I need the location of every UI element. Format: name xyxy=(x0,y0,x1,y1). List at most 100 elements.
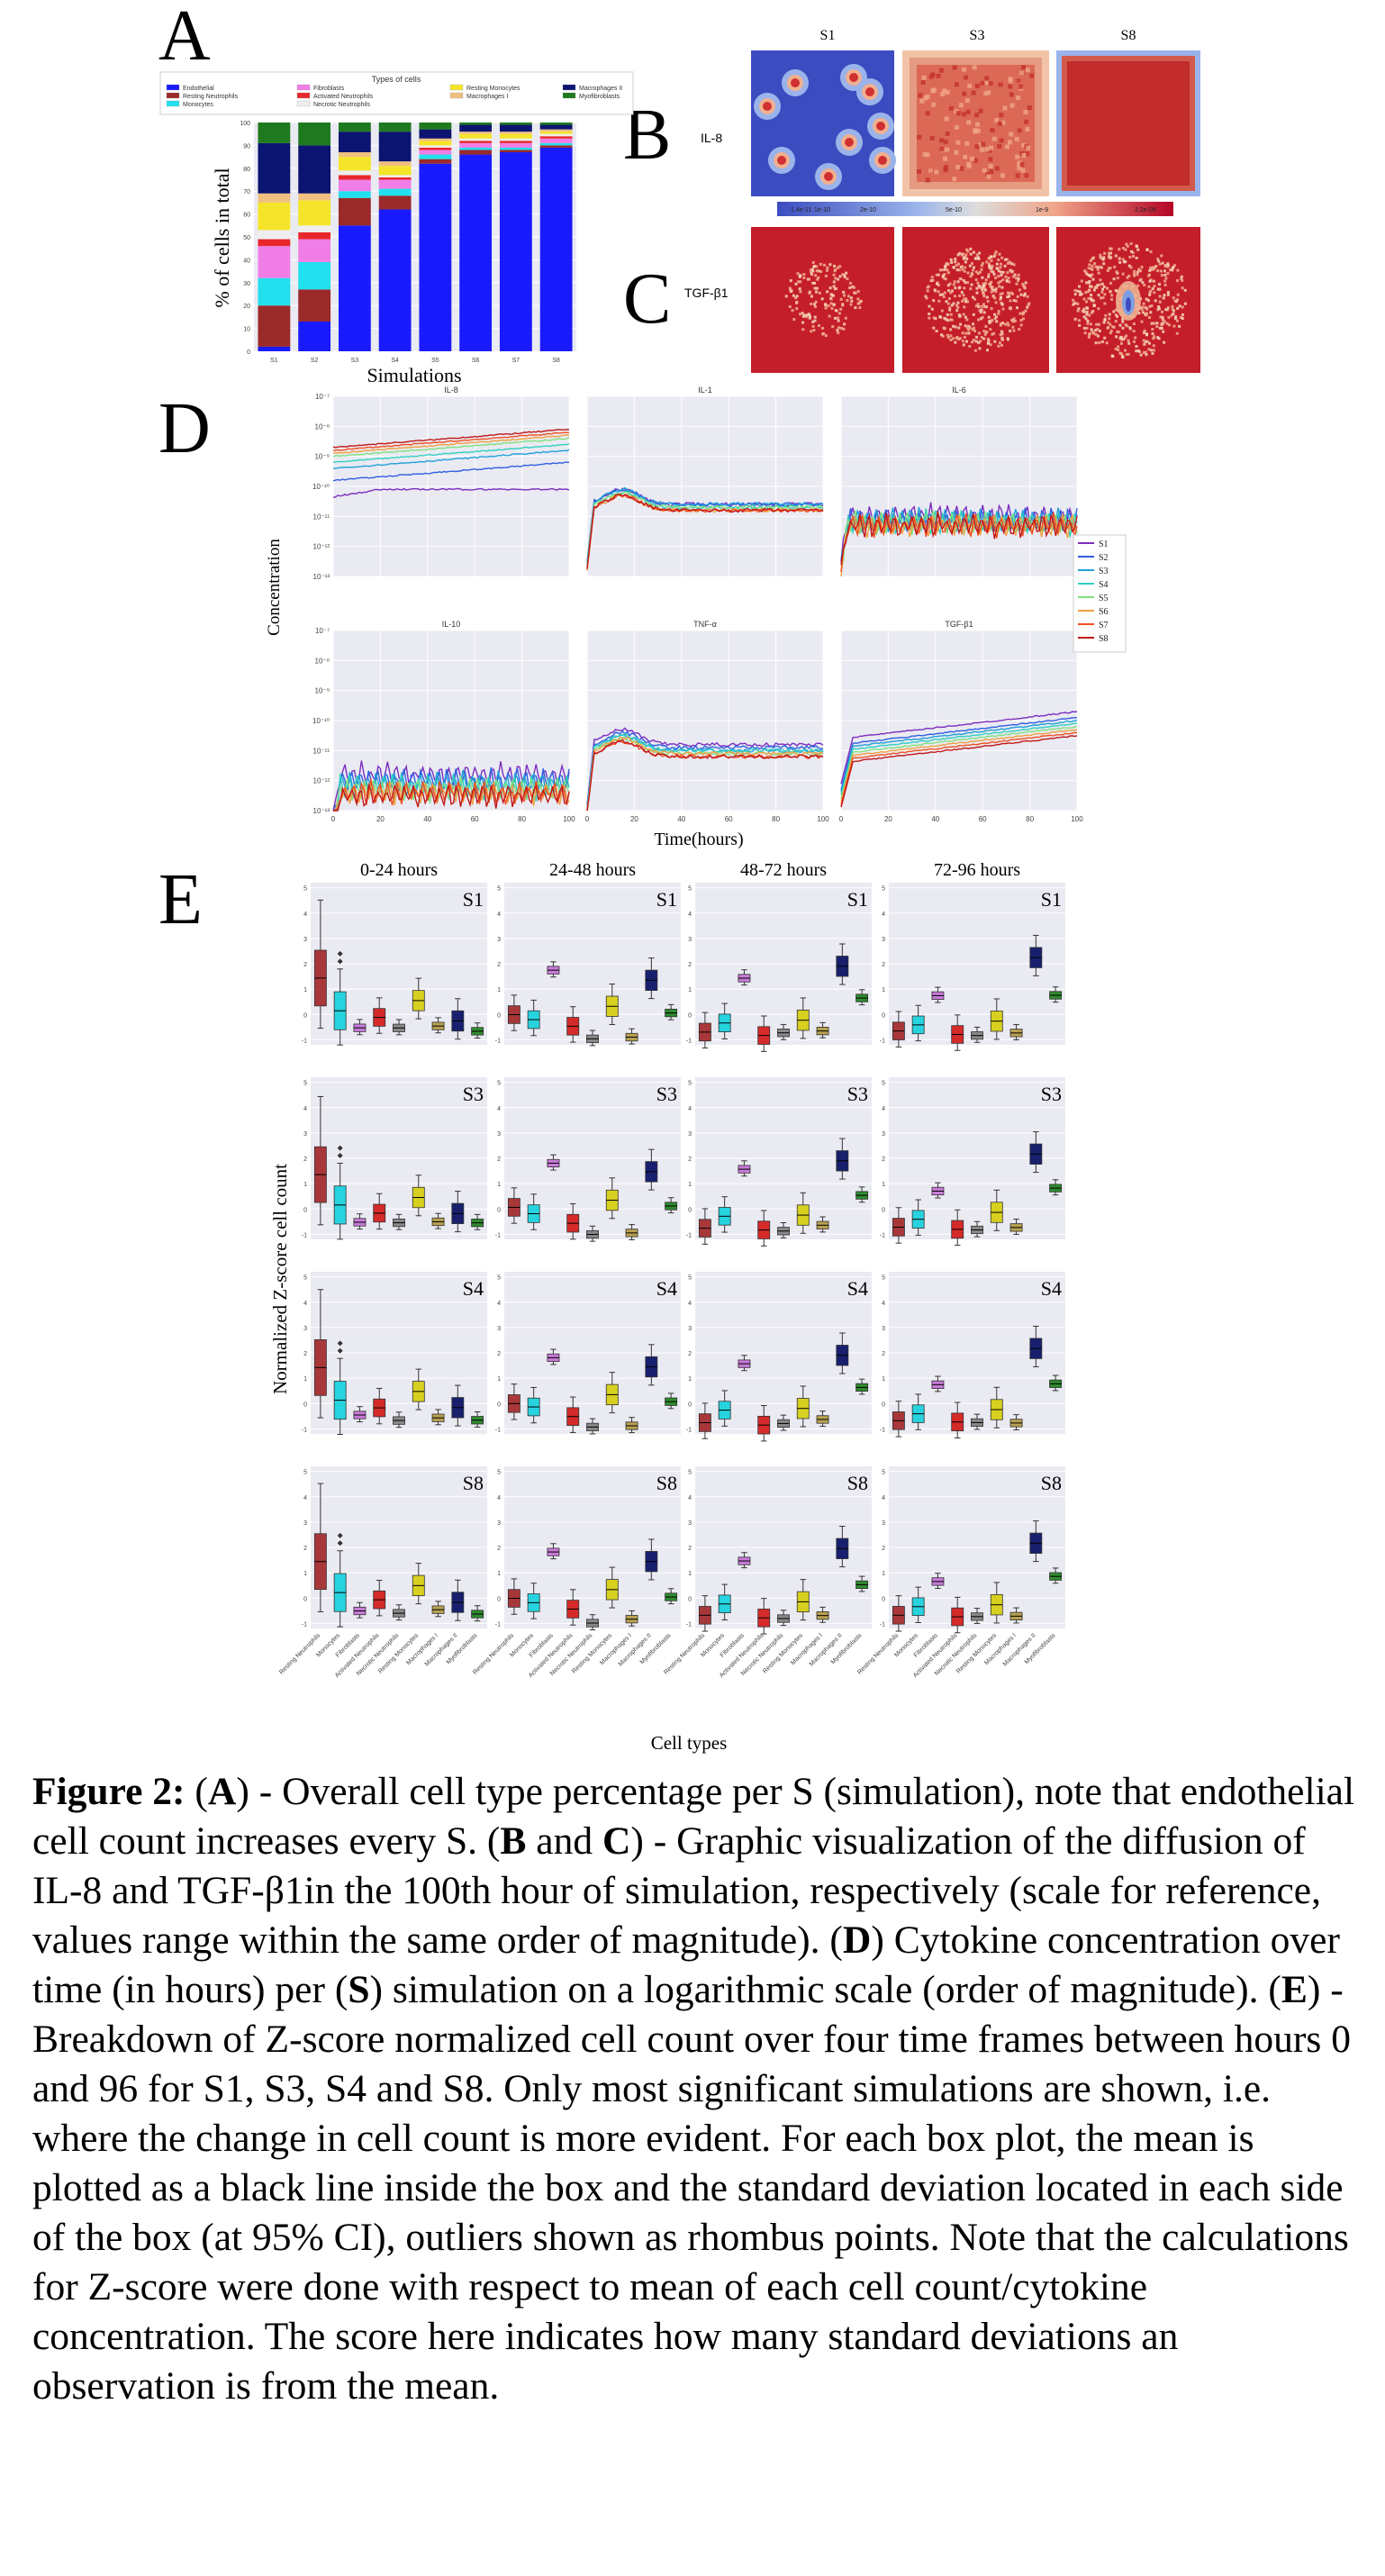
bar-segment xyxy=(298,225,331,232)
speckle xyxy=(1008,295,1011,298)
speckle xyxy=(940,309,944,313)
speckle xyxy=(799,280,802,284)
series-line xyxy=(332,431,570,451)
speckle xyxy=(956,305,960,309)
speckle xyxy=(1085,310,1089,313)
texture-cell xyxy=(939,138,945,143)
speckle xyxy=(941,293,945,296)
texture-cell xyxy=(999,113,1004,118)
box-subplot: 5 4 3 2 1 0 -1 S8 xyxy=(302,1466,487,1628)
speckle xyxy=(998,252,1001,256)
speckle xyxy=(977,331,981,335)
speckle xyxy=(1152,337,1155,340)
texture-cell xyxy=(966,163,972,168)
texture-cell xyxy=(989,145,994,150)
speckle xyxy=(1135,349,1138,353)
speckle xyxy=(958,286,962,289)
box-subplot: 5 4 3 2 1 0 -1 S1 xyxy=(302,883,487,1046)
speckle xyxy=(1094,265,1098,268)
row-label: S3 xyxy=(656,1083,677,1105)
speckle xyxy=(1082,297,1086,301)
speckle xyxy=(973,349,977,352)
speckle xyxy=(1112,310,1116,313)
speckle xyxy=(816,277,819,281)
outlier-point xyxy=(337,1532,343,1538)
texture-cell xyxy=(1000,173,1005,178)
speckle xyxy=(972,339,975,342)
speckle xyxy=(1106,268,1109,272)
speckle xyxy=(1167,315,1171,319)
speckle xyxy=(1149,278,1153,282)
speckle xyxy=(981,276,984,279)
speckle xyxy=(962,279,965,283)
panel-a-stacked-bar-chart: Types of cells Endothelial Fibroblasts Res… xyxy=(159,71,634,386)
legend-label: Resting Monocytes xyxy=(466,86,521,92)
legend-swatch xyxy=(296,84,311,91)
y-tick-label: 0 xyxy=(303,1207,307,1213)
speckle xyxy=(1100,340,1104,343)
speckle xyxy=(1150,322,1154,325)
speckle xyxy=(1143,283,1146,286)
y-tick-label: 20 xyxy=(243,304,250,310)
texture-cell xyxy=(1024,173,1029,178)
speckle xyxy=(947,289,951,293)
speckle xyxy=(974,270,978,274)
x-tick-label: 40 xyxy=(677,815,685,823)
speckle xyxy=(1022,311,1026,314)
speckle xyxy=(836,316,839,320)
speckle xyxy=(972,268,975,272)
y-tick-label: -1 xyxy=(880,1232,885,1238)
speckle xyxy=(1092,256,1096,259)
texture-cell xyxy=(988,157,993,162)
speckle xyxy=(993,340,997,343)
y-tick-label: 60 xyxy=(243,213,250,219)
caption-text-bc: ) - Graphic visualization of the diffusi… xyxy=(32,1819,1321,1962)
caption-bold-b: B xyxy=(500,1819,527,1863)
speckle xyxy=(1136,273,1139,277)
heatmap-b-s8 xyxy=(1056,50,1200,196)
speckle xyxy=(987,339,991,342)
speckle xyxy=(1000,274,1003,277)
speckle xyxy=(998,341,1001,345)
speckle xyxy=(1096,266,1100,269)
y-tick-label: 3 xyxy=(688,937,692,943)
speckle xyxy=(1163,320,1166,323)
speckle xyxy=(994,301,998,304)
speckle xyxy=(1143,331,1146,334)
speckle xyxy=(1124,248,1127,251)
bar-segment xyxy=(459,154,493,351)
speckle xyxy=(843,274,846,277)
bar-segment xyxy=(338,197,371,226)
bar-segment xyxy=(298,289,331,322)
speckle xyxy=(1145,353,1148,357)
caption-text-e: ) - Breakdown of Z-score normalized cell… xyxy=(32,1968,1351,2408)
speckle xyxy=(1072,303,1075,306)
speckle xyxy=(835,309,838,313)
texture-cell xyxy=(1014,137,1019,142)
bar-segment xyxy=(258,239,291,247)
speckle xyxy=(1172,264,1176,268)
speckle xyxy=(958,314,962,318)
speckle xyxy=(825,268,828,272)
texture-cell xyxy=(973,158,979,163)
speckle xyxy=(983,332,987,336)
speckle xyxy=(1151,267,1154,270)
y-tick-label: 10⁻¹³ xyxy=(313,573,330,581)
speckle xyxy=(841,273,845,277)
texture-cell xyxy=(986,90,991,95)
y-tick-label: 10⁻⁸ xyxy=(315,657,330,665)
y-tick-label: 10⁻⁸ xyxy=(315,422,330,431)
speckle xyxy=(976,256,980,259)
y-tick-label: 100 xyxy=(240,121,250,127)
blob-core xyxy=(824,172,833,181)
legend-label: Macrophages I xyxy=(466,94,508,100)
y-tick-label: 0 xyxy=(497,1401,501,1408)
speckle xyxy=(961,299,964,303)
speckle xyxy=(1152,349,1155,352)
speckle xyxy=(1109,331,1112,335)
bar-segment xyxy=(338,225,371,351)
bar-segment xyxy=(539,132,573,134)
speckle xyxy=(964,260,967,264)
speckle xyxy=(1109,329,1113,332)
bar-segment xyxy=(258,246,291,278)
